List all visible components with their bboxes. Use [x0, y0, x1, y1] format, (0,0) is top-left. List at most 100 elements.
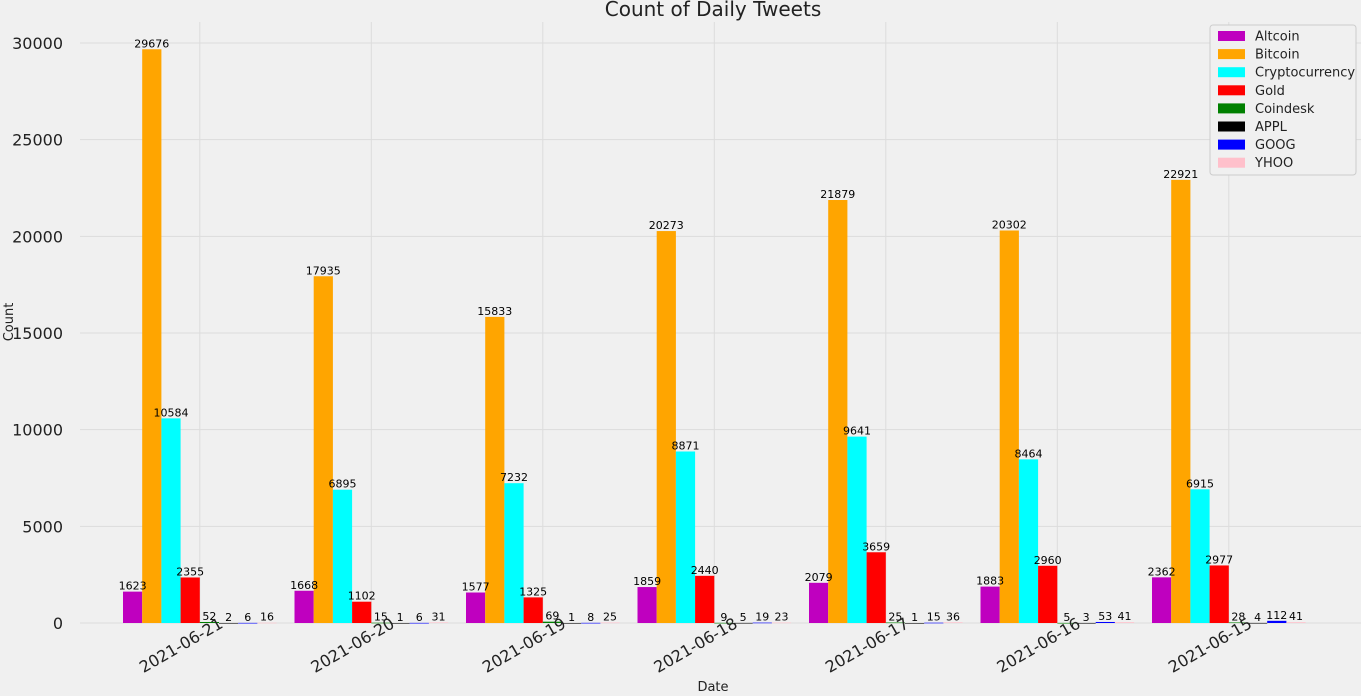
- bar-appl: [1248, 622, 1268, 624]
- bar-value-label: 16: [260, 611, 274, 624]
- bar-coindesk: [1057, 622, 1077, 624]
- legend-swatch: [1218, 139, 1245, 150]
- bar-value-label: 2355: [176, 565, 204, 578]
- bar-bitcoin: [828, 200, 848, 624]
- bar-cryptocurrency: [1190, 489, 1210, 623]
- y-axis-title: Count: [2, 303, 17, 342]
- bar-value-label: 23: [775, 611, 789, 624]
- bar-value-label: 1: [397, 611, 404, 624]
- bar-yhoo: [943, 622, 963, 623]
- legend-label: APPL: [1255, 120, 1288, 135]
- legend-label: Cryptocurrency: [1255, 66, 1355, 81]
- bar-gold: [180, 577, 200, 623]
- bar-value-label: 6895: [329, 478, 357, 491]
- bar-value-label: 19: [755, 611, 769, 624]
- bar-value-label: 21879: [820, 188, 855, 201]
- bar-coindesk: [371, 622, 391, 624]
- y-tick-label: 30000: [12, 34, 63, 53]
- bar-appl: [733, 622, 753, 624]
- legend-swatch: [1218, 103, 1245, 114]
- legend: Altcoin Bitcoin Cryptocurrency Gold Coindesk…: [1209, 24, 1357, 176]
- bar-value-label: 22921: [1163, 168, 1198, 181]
- bar-yhoo: [257, 622, 277, 624]
- bar-appl: [219, 622, 239, 624]
- bar-coindesk: [1228, 622, 1248, 624]
- bar-gold: [523, 597, 543, 623]
- legend-label: Altcoin: [1255, 30, 1300, 45]
- bar-appl: [905, 622, 925, 624]
- bar-appl: [390, 622, 410, 624]
- bar-value-label: 15: [374, 611, 388, 624]
- bar-yhoo: [771, 622, 792, 624]
- bar-value-label: 17935: [306, 264, 341, 277]
- legend-label: GOOG: [1255, 138, 1296, 153]
- bar-value-label: 3: [1083, 611, 1090, 624]
- y-tick-label: 25000: [12, 131, 63, 150]
- bar-value-label: 4: [1254, 611, 1261, 624]
- bar-altcoin: [123, 591, 143, 623]
- bar-value-label: 5: [1063, 611, 1070, 624]
- bar-value-label: 1: [568, 611, 575, 624]
- bars: [123, 49, 1306, 624]
- bar-goog: [752, 622, 772, 624]
- bar-value-label: 8: [587, 611, 594, 624]
- bar-goog: [409, 622, 429, 624]
- bar-cryptocurrency: [504, 483, 524, 623]
- bar-value-label: 20273: [649, 219, 684, 232]
- legend-swatch: [1218, 67, 1245, 78]
- bar-value-label: 8464: [1015, 447, 1043, 460]
- bar-value-label: 1859: [633, 575, 661, 588]
- legend-swatch: [1218, 121, 1245, 132]
- bar-value-label: 3659: [862, 540, 890, 553]
- chart-title: Count of Daily Tweets: [605, 0, 821, 21]
- bar-value-label: 2079: [805, 571, 833, 584]
- bar-cryptocurrency: [847, 436, 867, 623]
- bar-bitcoin: [999, 230, 1019, 623]
- bar-value-label: 5: [740, 611, 747, 624]
- bar-value-label: 53: [1098, 610, 1112, 623]
- bar-cryptocurrency: [1018, 459, 1039, 623]
- bar-cryptocurrency: [332, 489, 353, 623]
- legend-swatch: [1218, 49, 1245, 60]
- bar-value-label: 2960: [1034, 554, 1062, 567]
- bar-altcoin: [637, 587, 657, 623]
- bar-yhoo: [1114, 622, 1135, 623]
- y-tick-label: 5000: [22, 517, 63, 536]
- bar-goog: [1095, 621, 1115, 623]
- grid: [80, 22, 1361, 624]
- bar-value-label: 112: [1266, 609, 1287, 622]
- bar-gold: [1209, 565, 1229, 623]
- bar-value-label: 6: [244, 611, 251, 624]
- legend-swatch: [1218, 31, 1245, 41]
- bar-gold: [1038, 565, 1058, 623]
- bar-coindesk: [885, 622, 905, 624]
- bar-bitcoin: [1171, 179, 1191, 624]
- y-tick-label: 15000: [12, 324, 63, 343]
- bar-value-label: 10584: [154, 406, 189, 419]
- bar-cryptocurrency: [675, 451, 696, 623]
- bar-value-label: 36: [946, 610, 960, 623]
- legend-label: Gold: [1255, 84, 1285, 99]
- y-tick-label: 0: [53, 614, 63, 633]
- bar-cryptocurrency: [161, 418, 181, 623]
- bar-value-label: 41: [1289, 610, 1303, 623]
- bar-yhoo: [600, 622, 620, 624]
- bar-value-label: 41: [1118, 610, 1132, 623]
- bar-value-label: 1623: [119, 580, 147, 593]
- legend-label: Bitcoin: [1255, 48, 1300, 63]
- bar-gold: [695, 575, 715, 623]
- bar-value-label: 15: [927, 611, 941, 624]
- bar-bitcoin: [142, 49, 162, 624]
- bar-value-label: 6: [416, 611, 423, 624]
- bar-value-label: 29676: [134, 37, 169, 50]
- bar-bitcoin: [485, 316, 505, 623]
- bar-value-label: 28: [1231, 610, 1245, 623]
- bar-value-label: 1: [911, 611, 918, 624]
- bar-appl: [562, 622, 582, 624]
- bar-altcoin: [809, 582, 829, 623]
- bar-gold: [866, 552, 886, 623]
- bar-coindesk: [714, 622, 734, 624]
